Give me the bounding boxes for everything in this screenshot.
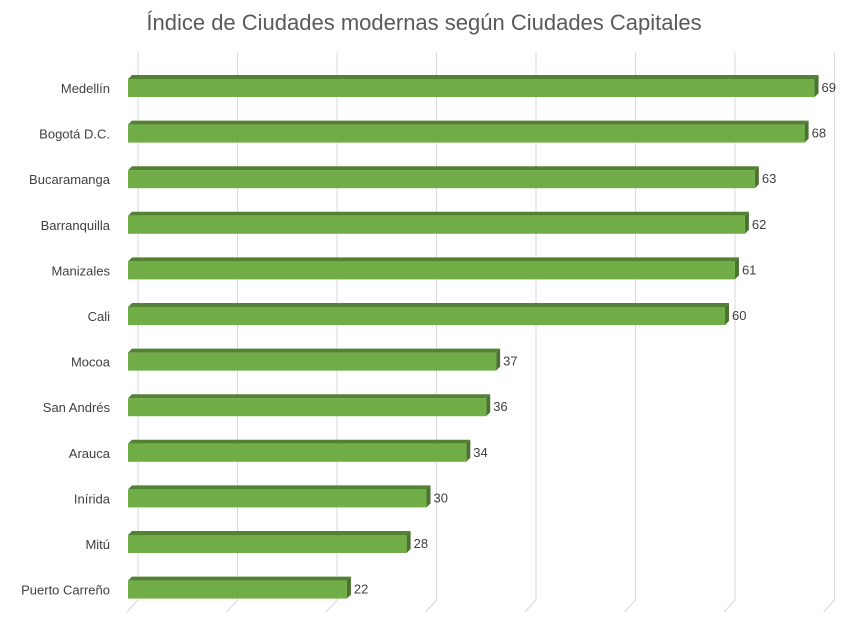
bar-group: Mitú 28	[85, 531, 428, 553]
bar	[128, 170, 755, 189]
bar-group: Bogotá D.C. 68	[39, 120, 826, 143]
bar-side-face	[725, 303, 729, 325]
bar-group: Puerto Carreño 22	[21, 576, 368, 599]
bars: Medellín 69 Bogotá D.C. 68 Bucaramanga 63 Barr…	[21, 75, 836, 599]
bar-group: Cali 60	[88, 303, 746, 325]
category-label: Mocoa	[71, 355, 111, 370]
bar-top-face	[128, 303, 729, 307]
category-label: Bogotá D.C.	[39, 127, 110, 142]
bar-side-face	[744, 211, 749, 234]
bar-side-face	[496, 348, 501, 371]
bar	[128, 535, 407, 553]
data-label: 34	[473, 445, 487, 460]
bar	[128, 261, 735, 280]
data-label: 28	[414, 536, 428, 551]
bar-top-face	[128, 485, 431, 490]
bar-top-face	[128, 211, 749, 216]
bar-group: Inírida 30	[74, 485, 448, 508]
category-label: Barranquilla	[41, 218, 111, 233]
bar	[128, 489, 427, 508]
bar-group: San Andrés 36	[43, 394, 508, 417]
category-label: Manizales	[51, 263, 110, 278]
bar	[128, 398, 487, 417]
data-label: 62	[752, 217, 766, 232]
bar	[128, 79, 815, 97]
bar-side-face	[426, 485, 431, 508]
bar-side-face	[754, 166, 759, 189]
bar	[128, 580, 347, 599]
category-label: San Andrés	[43, 400, 111, 415]
gridline	[524, 52, 537, 613]
gridlines	[126, 52, 835, 613]
gridline	[226, 52, 238, 613]
bar-top-face	[128, 348, 501, 353]
gridline	[823, 52, 835, 613]
bar-side-face	[466, 439, 471, 462]
bar-group: Mocoa 37	[71, 348, 518, 371]
bar-top-face	[128, 394, 491, 399]
data-label: 60	[732, 308, 746, 323]
data-label: 68	[812, 126, 826, 141]
bar	[128, 307, 725, 325]
bar-side-face	[814, 75, 819, 97]
bar-side-face	[804, 120, 809, 143]
bar-top-face	[128, 257, 739, 262]
bar-group: Manizales 61	[51, 257, 756, 280]
data-label: 22	[354, 582, 368, 597]
gridline	[425, 52, 437, 613]
bar-side-face	[486, 394, 491, 417]
category-label: Medellín	[61, 81, 110, 96]
data-label: 61	[742, 262, 756, 277]
bar-top-face	[128, 166, 759, 171]
bar	[128, 124, 805, 143]
bar-top-face	[128, 120, 809, 125]
category-label: Mitú	[85, 537, 110, 552]
bar-side-face	[734, 257, 739, 280]
category-label: Puerto Carreño	[21, 583, 110, 598]
gridline	[723, 52, 736, 613]
gridline	[325, 52, 338, 613]
bar-side-face	[346, 576, 351, 599]
category-label: Cali	[88, 309, 111, 324]
chart-title: Índice de Ciudades modernas según Ciudad…	[146, 10, 701, 35]
data-label: 63	[762, 171, 776, 186]
category-label: Arauca	[69, 446, 111, 461]
gridline	[126, 52, 139, 613]
data-label: 36	[493, 399, 507, 414]
bar	[128, 352, 497, 371]
data-label: 30	[434, 490, 448, 505]
bar-group: Bucaramanga 63	[29, 166, 776, 189]
bar-side-face	[406, 531, 411, 553]
gridline	[624, 52, 636, 613]
bar-group: Arauca 34	[69, 439, 488, 462]
bar	[128, 215, 745, 234]
bar-group: Barranquilla 62	[41, 211, 766, 234]
data-label: 37	[503, 354, 517, 369]
bar-top-face	[128, 531, 411, 535]
bar-top-face	[128, 439, 471, 444]
category-label: Inírida	[74, 491, 111, 506]
bar-top-face	[128, 576, 351, 581]
bar-top-face	[128, 75, 819, 79]
category-label: Bucaramanga	[29, 172, 111, 187]
data-label: 69	[822, 80, 836, 95]
bar-group: Medellín 69	[61, 75, 836, 97]
bar	[128, 443, 467, 462]
